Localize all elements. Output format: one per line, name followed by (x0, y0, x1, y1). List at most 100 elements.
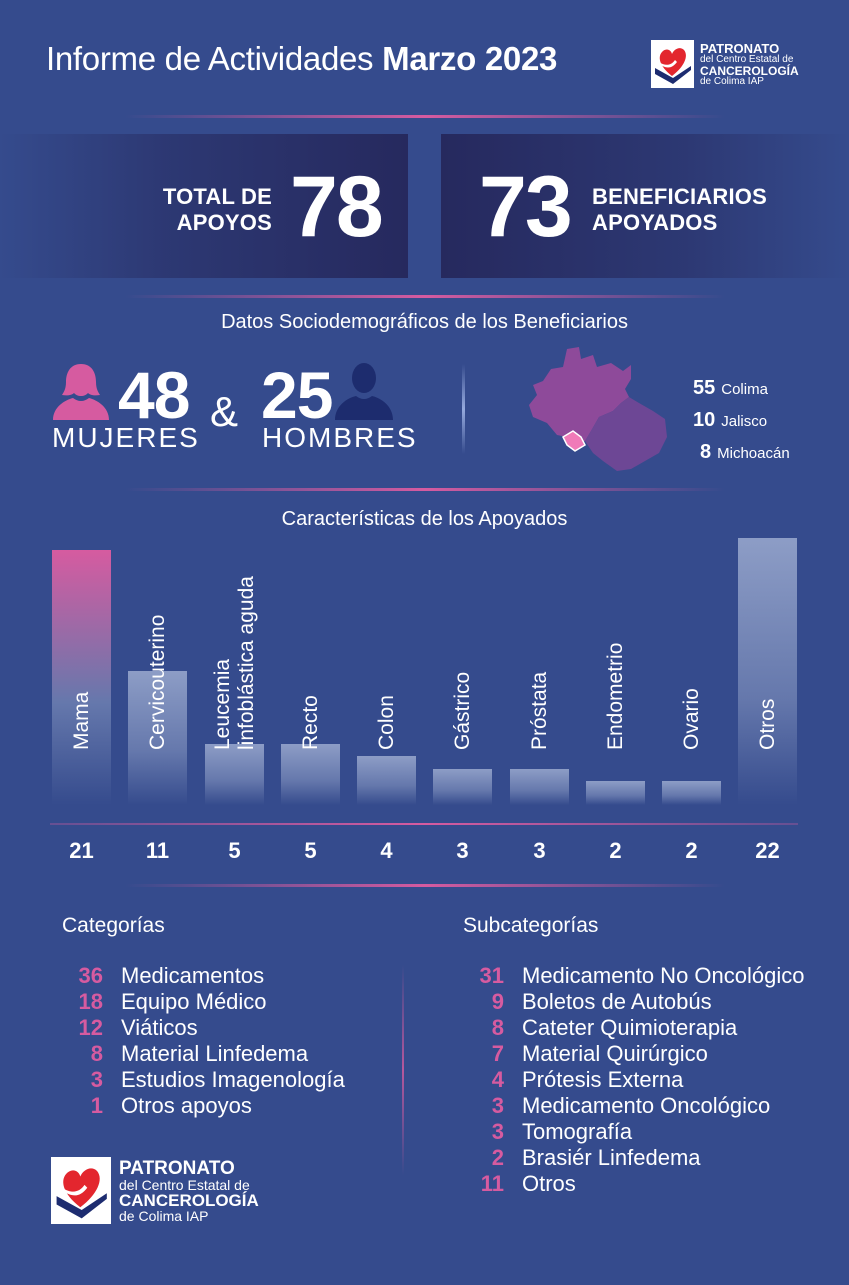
divider (125, 488, 725, 491)
list-item: 36 Medicamentos (59, 963, 265, 989)
state-name: Colima (721, 381, 768, 398)
list-item-label: Otros (522, 1171, 576, 1196)
list-item-count: 8 (491, 1015, 504, 1040)
chart-bar (128, 671, 187, 805)
logo-line-2: del Centro Estatal de (119, 1176, 250, 1193)
beneficiaries-label: BENEFICIARIOS APOYADOS (592, 184, 767, 236)
list-item-label: Medicamento No Oncológico (522, 963, 805, 988)
bar-category-label: Próstata (527, 671, 551, 750)
bar-value-label: 22 (755, 838, 780, 863)
list-item-count: 12 (78, 1015, 103, 1040)
patronato-logo-bottom: PATRONATO del Centro Estatal de CANCEROL… (51, 1157, 259, 1224)
list-item-count: 3 (491, 1119, 504, 1144)
state-row-colima: 55 Colima (693, 377, 768, 400)
title-text: Informe de Actividades (46, 40, 383, 77)
list-item-label: Medicamento Oncológico (522, 1093, 771, 1118)
list-item: 7 Material Quirúrgico (460, 1041, 708, 1067)
logo-line-2: del Centro Estatal de (700, 53, 794, 65)
patronato-logo-top: PATRONATO del Centro Estatal de CANCEROL… (651, 40, 799, 88)
list-item: 9 Boletos de Autobús (460, 989, 712, 1015)
ampersand: & (210, 388, 239, 435)
demographics-heading: Datos Sociodemográficos de los Beneficia… (221, 311, 628, 333)
bar-value-label: 2 (609, 838, 622, 863)
list-item-label: Prótesis Externa (522, 1067, 684, 1092)
chart-bar (586, 781, 645, 805)
women-label: MUJERES (52, 422, 200, 453)
bar-category-label: Gástrico (450, 671, 474, 750)
bar-category-label: Mama (69, 691, 93, 750)
bar-value-label: 11 (145, 838, 170, 863)
subcategories-heading: Subcategorías (463, 914, 599, 937)
bar-chart: Mama Cervicouterino Leucemia linfoblástica … (0, 520, 849, 805)
chart-bar (662, 781, 721, 805)
chart-bar (205, 744, 264, 805)
bar-value-label: 21 (69, 838, 94, 863)
list-item: 4 Prótesis Externa (460, 1067, 684, 1093)
divider (125, 295, 725, 298)
bar-category-label: Endometrio (603, 642, 627, 750)
list-item-label: Tomografía (522, 1119, 633, 1144)
benef-label-line-2: APOYADOS (592, 210, 718, 235)
total-supports-label: TOTAL DE APOYOS (163, 184, 272, 236)
beneficiaries-value: 73 (479, 159, 573, 255)
women-count: 48 (118, 358, 190, 432)
chart-bar (738, 538, 797, 805)
man-icon (333, 362, 395, 425)
total-label-line-1: TOTAL DE (162, 184, 272, 209)
benef-label-line-1: BENEFICIARIOS (592, 184, 767, 209)
state-count: 8 (700, 441, 712, 463)
men-count: 25 (261, 358, 333, 432)
list-item: 3 Medicamento Oncológico (460, 1093, 771, 1119)
list-item-label: Material Linfedema (121, 1041, 309, 1066)
state-row-jalisco: 10 Jalisco (693, 409, 767, 432)
list-item-count: 36 (78, 963, 103, 988)
chart-bar (433, 769, 492, 805)
title-period: Marzo 2023 (382, 40, 558, 77)
chart-title: Características de los Apoyados (281, 508, 568, 530)
bar-category-label: Colon (374, 695, 398, 750)
logo-line-3: CANCEROLOGÍA (700, 63, 799, 78)
categories-heading: Categorías (62, 914, 165, 937)
state-name: Michoacán (717, 445, 790, 462)
list-item-label: Equipo Médico (121, 989, 267, 1014)
list-item-count: 9 (491, 989, 504, 1014)
state-name: Jalisco (721, 413, 768, 430)
list-item-count: 8 (90, 1041, 103, 1066)
chart-bar (357, 756, 416, 805)
list-item: 1 Otros apoyos (59, 1093, 252, 1119)
bar-category-label: Recto (298, 695, 322, 750)
chart-bar (52, 550, 111, 805)
heart-logo-icon (51, 1157, 111, 1224)
chart-bar (281, 744, 340, 805)
bar-value-label: 3 (533, 838, 546, 863)
list-item-count: 7 (491, 1041, 504, 1066)
list-item-count: 2 (491, 1145, 504, 1170)
list-item-count: 1 (90, 1093, 103, 1118)
list-item-label: Cateter Quimioterapia (522, 1015, 738, 1040)
bar-value-label: 5 (304, 838, 317, 863)
logo-text: PATRONATO del Centro Estatal de CANCEROL… (700, 42, 799, 87)
state-count: 10 (693, 409, 716, 431)
list-item-label: Viáticos (121, 1015, 198, 1040)
list-divider (402, 965, 404, 1175)
list-item-count: 3 (90, 1067, 103, 1092)
total-label-line-2: APOYOS (176, 210, 272, 235)
logo-text: PATRONATO del Centro Estatal de CANCEROL… (119, 1159, 259, 1223)
list-item: 8 Material Linfedema (59, 1041, 308, 1067)
list-item-label: Boletos de Autobús (522, 989, 712, 1014)
states-map-icon (527, 345, 669, 478)
list-item: 3 Tomografía (460, 1119, 632, 1145)
list-item-label: Material Quirúrgico (522, 1041, 708, 1066)
logo-line-1: PATRONATO (700, 40, 780, 56)
list-item: 18 Equipo Médico (59, 989, 267, 1015)
woman-icon (51, 362, 111, 425)
bar-category-label: Ovario (679, 688, 703, 750)
list-item-label: Brasiér Linfedema (522, 1145, 701, 1170)
beneficiaries-box: 73 BENEFICIARIOS APOYADOS (441, 134, 849, 278)
list-item-count: 11 (480, 1171, 504, 1196)
heart-logo-icon (651, 40, 694, 88)
logo-line-4: de Colima IAP (119, 1207, 209, 1224)
bar-category-label: Otros (755, 698, 779, 750)
total-supports-value: 78 (290, 159, 384, 255)
logo-line-3: CANCEROLOGÍA (119, 1190, 259, 1210)
